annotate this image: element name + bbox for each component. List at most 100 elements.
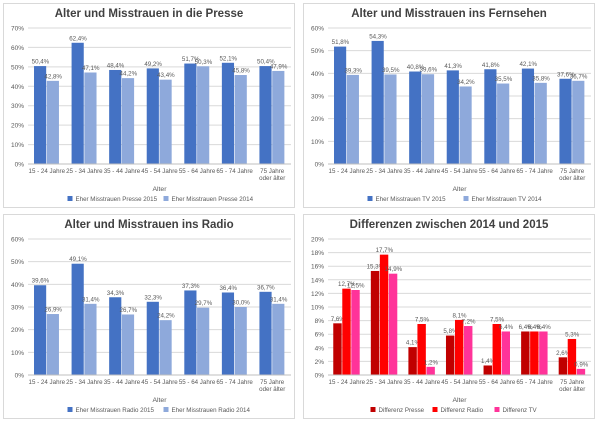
bar	[484, 69, 497, 164]
bar	[379, 254, 389, 375]
legend-swatch	[370, 407, 376, 412]
data-label: 49,1%	[69, 256, 87, 263]
bar	[576, 368, 586, 375]
x-tick-label: 35 - 44 Jahre	[104, 168, 141, 175]
data-label: 54,3%	[369, 33, 387, 40]
y-tick-label: 14%	[311, 277, 324, 284]
bar	[159, 79, 172, 164]
data-label: 1,4%	[481, 358, 496, 365]
bar	[272, 303, 285, 375]
y-tick-label: 50%	[11, 64, 24, 71]
y-tick-label: 40%	[11, 282, 24, 289]
x-axis-title: Alter	[453, 186, 468, 193]
data-label: 7,6%	[331, 316, 346, 323]
x-tick-label: 65 - 74 Jahre	[216, 379, 253, 386]
data-label: 34,2%	[457, 79, 475, 86]
data-label: 34,3%	[107, 290, 125, 297]
bar	[464, 326, 473, 375]
data-label: 15,3%	[367, 263, 385, 270]
bar	[221, 62, 235, 164]
data-label: 47,1%	[82, 65, 100, 72]
data-label: 49,2%	[144, 61, 162, 68]
data-label: 47,9%	[270, 63, 288, 70]
chart-svg: 0% 10% 20% 30% 40% 50% 60% 51,8% 54,3% 40,8% 41,3%…	[311, 26, 591, 203]
bar	[34, 66, 47, 164]
bar	[409, 71, 422, 164]
bar	[234, 75, 247, 164]
bar	[333, 323, 342, 375]
legend-label: Differenz TV	[503, 407, 538, 414]
chart-svg: 0% 10% 20% 30% 40% 50% 60% 70% 50,4% 62,4% 48,4% 49…	[11, 26, 291, 203]
y-tick-label: 18%	[311, 250, 324, 257]
bar	[259, 291, 272, 375]
y-tick-label: 20%	[311, 237, 324, 244]
bar	[521, 68, 535, 164]
x-tick-label: 15 - 24 Jahre	[29, 379, 66, 386]
data-label: 17,7%	[376, 247, 394, 254]
data-label: 0,9%	[574, 361, 589, 368]
data-label: 41,3%	[444, 63, 462, 70]
x-tick-label: 25 - 34 Jahre	[366, 168, 403, 175]
x-tick-label: 15 - 24 Jahre	[329, 168, 366, 175]
data-label: 1,2%	[424, 359, 439, 366]
y-tick-label: 40%	[11, 84, 24, 91]
y-tick-label: 50%	[11, 259, 24, 266]
data-label: 51,7%	[182, 56, 200, 63]
x-tick-label: 65 - 74 Jahre	[516, 379, 553, 386]
y-tick-label: 0%	[315, 373, 325, 380]
data-label: 26,9%	[44, 307, 62, 314]
y-tick-label: 8%	[315, 318, 325, 325]
y-tick-label: 40%	[311, 71, 324, 78]
bar	[567, 338, 577, 375]
x-tick-label: 75 Jahre	[260, 379, 285, 386]
bar	[197, 66, 210, 164]
x-tick-label: 75 Jahre	[560, 168, 585, 175]
bar	[417, 324, 426, 375]
data-label: 30,0%	[232, 300, 250, 307]
bar	[388, 273, 398, 375]
data-label: 50,4%	[257, 59, 275, 66]
x-tick-label: 55 - 64 Jahre	[179, 168, 216, 175]
bar	[259, 66, 272, 164]
data-label: 36,4%	[219, 285, 237, 292]
legend-swatch	[67, 407, 73, 412]
data-label: 51,8%	[332, 39, 350, 46]
legend-label: Differenz Radio	[441, 407, 484, 414]
data-label: 8,1%	[452, 312, 467, 319]
data-label: 12,7%	[338, 281, 356, 288]
x-tick-label: 45 - 54 Jahre	[441, 379, 478, 386]
data-label: 5,3%	[565, 331, 580, 338]
bar	[558, 357, 568, 375]
data-label: 31,4%	[82, 296, 100, 303]
data-label: 42,8%	[44, 73, 62, 80]
bar	[84, 72, 97, 164]
bar	[234, 307, 247, 375]
data-label: 2,6%	[556, 350, 571, 357]
legend-label: Eher Misstrauen TV 2014	[472, 196, 543, 203]
x-tick-label: 75 Jahre	[260, 168, 285, 175]
bar	[184, 290, 197, 375]
bar	[572, 80, 585, 164]
x-tick-label: oder älter	[559, 386, 585, 393]
bar	[342, 288, 351, 375]
data-label: 6,4%	[519, 324, 534, 331]
data-label: 39,3%	[344, 67, 362, 74]
data-label: 6,4%	[499, 324, 514, 331]
data-label: 7,5%	[415, 317, 430, 324]
data-label: 7,5%	[490, 317, 505, 324]
y-tick-label: 10%	[311, 305, 324, 312]
legend-label: Eher Misstrauen TV 2015	[376, 196, 447, 203]
y-tick-label: 60%	[311, 26, 324, 33]
y-tick-label: 0%	[15, 373, 25, 380]
data-label: 24,2%	[157, 313, 175, 320]
bar	[197, 307, 210, 375]
bar	[483, 365, 492, 375]
chart-svg: 0% 2% 4% 6% 8% 10% 12% 14% 16% 18% 20% 7,6% 15,3% 4,1…	[311, 237, 591, 414]
data-label: 35,8%	[532, 75, 550, 82]
bar	[492, 324, 501, 375]
data-label: 32,3%	[144, 294, 162, 301]
bar	[501, 331, 510, 375]
bar	[46, 314, 59, 375]
chart-title: Alter und Misstrauen ins Fernsehen	[351, 8, 547, 20]
bar	[370, 270, 380, 375]
